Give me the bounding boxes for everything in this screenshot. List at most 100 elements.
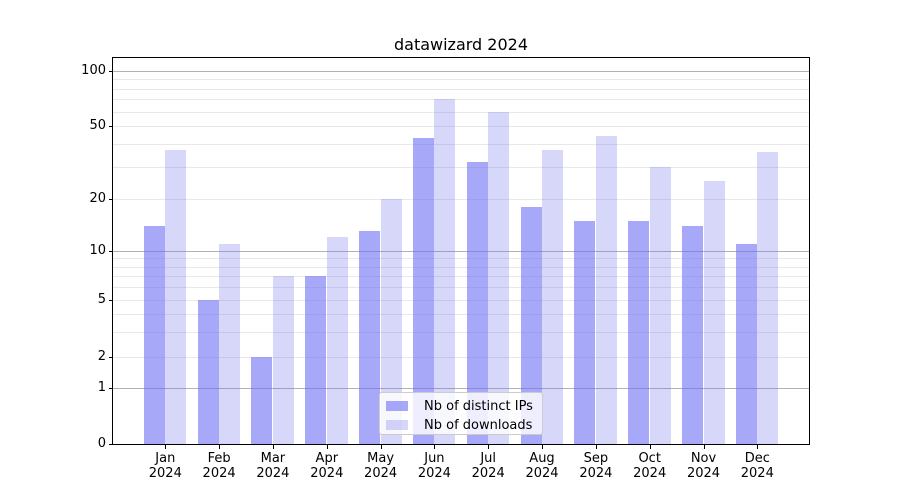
y-tick-mark [109,71,113,72]
x-tick-label-month: Aug [529,451,555,466]
x-tick-label-month: Feb [207,451,231,466]
gridline-minor [113,88,809,90]
bar-aug-distinct-ips [520,206,542,444]
x-tick-label-month: Jan [155,451,176,466]
x-tick-label-month: Dec [744,451,770,466]
x-tick-mark [757,445,759,449]
bar-dec-distinct-ips [735,243,757,444]
bar-mar-distinct-ips [251,356,273,444]
x-tick-label: Aug 2024 [514,451,570,481]
bar-may-distinct-ips [359,231,381,444]
bar-sep-distinct-ips [574,220,596,444]
x-tick-label-year: 2024 [256,466,290,481]
x-tick-label-year: 2024 [579,466,613,481]
legend: Nb of distinct IPs Nb of downloads [379,392,543,435]
legend-label: Nb of downloads [424,417,533,433]
y-tick-label: 5 [97,292,106,307]
y-tick-label: 50 [89,118,106,133]
x-tick-label-year: 2024 [417,466,451,481]
bar-jul-distinct-ips [466,161,488,444]
x-tick-label-year: 2024 [364,466,398,481]
x-tick-mark [703,445,705,449]
y-tick-label: 10 [89,242,106,258]
bar-oct-downloads [649,166,671,444]
legend-swatch [386,420,408,430]
x-tick-label: Oct 2024 [622,451,678,481]
x-tick-mark [488,445,490,449]
x-tick-label-month: Sep [583,451,609,466]
bar-oct-distinct-ips [628,220,650,444]
bar-jan-downloads [165,150,187,444]
gridline-minor [113,126,809,127]
x-tick-label-year: 2024 [202,466,236,481]
x-tick-label-year: 2024 [310,466,344,481]
bar-jun-distinct-ips [412,138,434,444]
bar-apr-distinct-ips [305,276,327,444]
x-tick-label-month: Jun [424,451,445,466]
y-tick-mark [109,300,113,301]
gridline-minor [113,199,809,200]
gridline-minor [113,356,809,358]
x-tick-mark [434,445,436,449]
legend-item-downloads: Nb of downloads [386,417,534,433]
bar-jul-downloads [488,111,510,444]
x-tick-label-year: 2024 [686,466,721,481]
gridline-minor [113,331,809,333]
x-tick-mark [219,445,221,449]
x-tick-mark [649,445,651,449]
gridline-minor [113,300,809,301]
x-tick-label: Feb 2024 [191,451,247,481]
x-tick-label: Jun 2024 [406,451,462,481]
x-tick-label: Apr 2024 [299,451,355,481]
x-tick-mark [165,445,167,449]
gridline-major [113,388,809,390]
y-tick-mark [109,250,113,252]
gridline-minor [113,99,809,101]
gridline-minor [113,313,809,315]
x-tick-label: Mar 2024 [245,451,301,481]
x-tick-label: Dec 2024 [729,451,785,481]
bar-may-downloads [380,199,402,444]
x-tick-label-month: May [367,451,395,466]
y-tick-mark [109,356,113,358]
bar-nov-distinct-ips [682,225,703,444]
gridline-minor [113,143,809,145]
x-tick-label-month: Apr [315,451,339,466]
x-tick-mark [380,445,382,449]
bar-sep-downloads [595,136,617,444]
legend-swatch [386,401,408,411]
bar-aug-downloads [542,150,563,444]
x-tick-mark [272,445,274,449]
x-tick-mark [595,445,597,449]
y-tick-label: 20 [89,191,106,206]
gridline-minor [113,266,809,268]
gridline-minor [113,166,809,168]
y-tick-mark [109,199,113,200]
x-tick-label-month: Mar [260,451,286,466]
y-tick-label: 1 [97,380,106,396]
x-tick-label-year: 2024 [633,466,667,481]
gridline-minor [113,258,809,260]
x-tick-mark [542,445,543,449]
y-tick-mark [109,126,113,127]
y-tick-label: 2 [97,348,106,364]
x-tick-label: Jan 2024 [137,451,193,481]
legend-label: Nb of distinct IPs [424,398,533,414]
gridline-minor [113,79,809,81]
bar-jun-downloads [434,99,456,444]
bar-feb-downloads [219,243,241,444]
x-tick-label: Sep 2024 [568,451,624,481]
x-tick-label-month: Jul [480,451,497,466]
chart-title: datawizard 2024 [393,35,529,54]
y-tick-label: 100 [81,63,106,78]
bar-apr-downloads [326,237,348,444]
x-tick-label: Jul 2024 [460,451,516,481]
x-tick-label: May 2024 [353,451,409,481]
legend-item-distinct-ips: Nb of distinct IPs [386,398,534,414]
bar-feb-distinct-ips [197,300,219,444]
y-tick-mark [109,444,113,445]
x-tick-mark [326,445,328,449]
plot-area: Nb of distinct IPs Nb of downloads [112,57,810,445]
x-tick-label: Nov 2024 [676,451,732,481]
